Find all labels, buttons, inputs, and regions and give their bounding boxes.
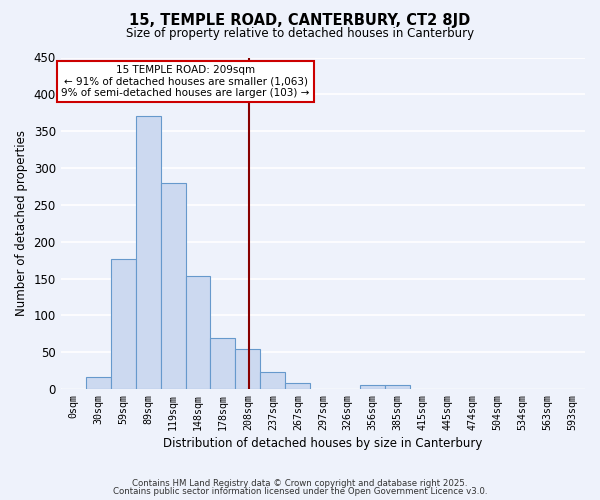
Bar xyxy=(235,348,260,389)
Text: Contains public sector information licensed under the Open Government Licence v3: Contains public sector information licen… xyxy=(113,487,487,496)
Bar xyxy=(360,385,385,389)
Bar xyxy=(286,382,310,389)
Bar xyxy=(211,338,235,389)
Y-axis label: Number of detached properties: Number of detached properties xyxy=(15,130,28,316)
Bar xyxy=(86,376,110,389)
Bar xyxy=(136,116,161,389)
Text: Size of property relative to detached houses in Canterbury: Size of property relative to detached ho… xyxy=(126,28,474,40)
Bar xyxy=(385,385,410,389)
Bar xyxy=(161,183,185,389)
X-axis label: Distribution of detached houses by size in Canterbury: Distribution of detached houses by size … xyxy=(163,437,482,450)
Text: 15 TEMPLE ROAD: 209sqm
← 91% of detached houses are smaller (1,063)
9% of semi-d: 15 TEMPLE ROAD: 209sqm ← 91% of detached… xyxy=(61,65,310,98)
Bar xyxy=(185,276,211,389)
Text: Contains HM Land Registry data © Crown copyright and database right 2025.: Contains HM Land Registry data © Crown c… xyxy=(132,478,468,488)
Bar xyxy=(260,372,286,389)
Bar xyxy=(110,258,136,389)
Text: 15, TEMPLE ROAD, CANTERBURY, CT2 8JD: 15, TEMPLE ROAD, CANTERBURY, CT2 8JD xyxy=(130,12,470,28)
